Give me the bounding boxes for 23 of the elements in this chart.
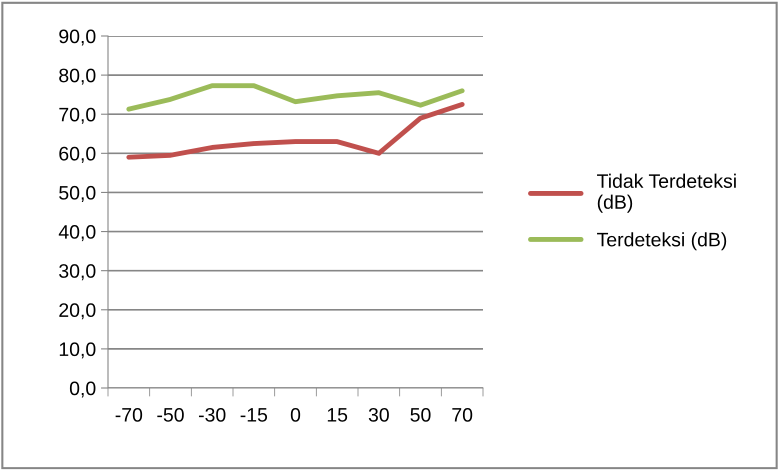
y-tick-label: 80,0 — [59, 68, 96, 85]
y-tick-label: 70,0 — [59, 108, 96, 124]
y-tick-label: 0,0 — [70, 381, 96, 398]
x-tick-label: 50 — [410, 408, 431, 422]
y-tick-label: 30,0 — [59, 264, 96, 280]
x-tick-label: 15 — [328, 408, 348, 422]
x-tick-label: -70 — [116, 408, 142, 422]
x-tick-label: -30 — [198, 408, 226, 422]
line-series — [126, 83, 465, 112]
legend-label: Terdeteksi (dB) — [597, 232, 726, 250]
line-series — [126, 102, 465, 160]
y-tick-label: 40,0 — [58, 225, 96, 242]
x-tick-label: 30 — [368, 408, 389, 422]
y-tick-label: 50,0 — [59, 186, 96, 202]
x-tick-label: 0 — [290, 408, 300, 422]
y-tick-label: 10,0 — [60, 342, 96, 358]
x-tick-label: -50 — [157, 408, 184, 422]
y-tick-label: 60,0 — [59, 146, 96, 163]
x-tick-label: -15 — [240, 408, 268, 422]
y-tick-label: 90,0 — [59, 29, 96, 46]
legend-label: Tidak Terdeteksi (dB) — [597, 174, 736, 213]
y-tick-label: 20,0 — [59, 303, 96, 320]
x-tick-label: 70 — [452, 408, 472, 422]
